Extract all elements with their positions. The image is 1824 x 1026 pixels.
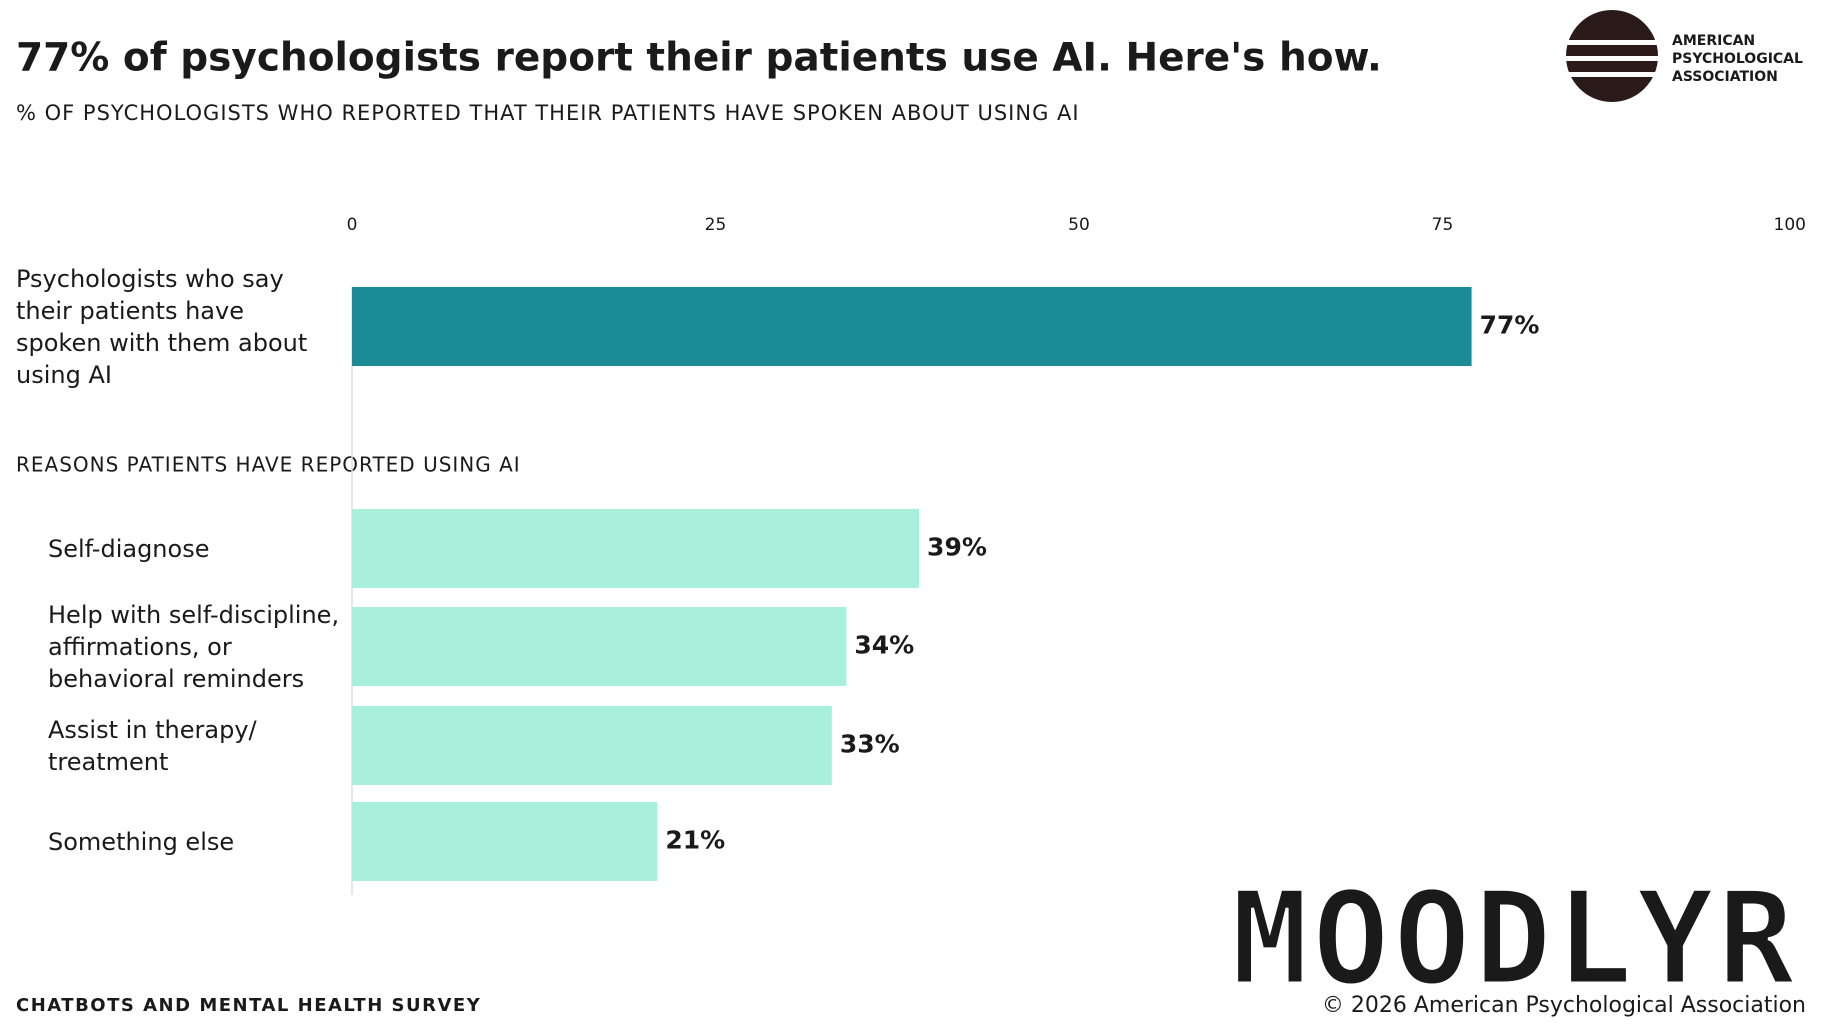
source: CHATBOTS AND MENTAL HEALTH SURVEY (16, 995, 481, 1016)
bar (352, 802, 658, 881)
bar (352, 287, 1472, 366)
x-tick-label: 50 (1068, 215, 1090, 235)
x-tick-label: 100 (1774, 215, 1806, 235)
x-tick-label: 0 (347, 215, 358, 235)
value-label: 34% (854, 631, 914, 660)
logo: AMERICAN PSYCHOLOGICAL ASSOCIATION (1564, 10, 1803, 102)
watermark: MOODLYR (1231, 865, 1798, 1014)
logo-text: PSYCHOLOGICAL (1672, 51, 1803, 67)
logo-text: AMERICAN (1672, 33, 1755, 49)
x-tick-label: 25 (705, 215, 727, 235)
category-label: Something else (48, 827, 235, 856)
value-label: 39% (927, 533, 987, 562)
section-title: REASONS PATIENTS HAVE REPORTED USING AI (16, 453, 521, 477)
category-label: Assist in therapy/ treatment (48, 715, 257, 776)
bar (352, 706, 832, 785)
chart-title: 77% of psychologists report their patien… (16, 36, 1382, 81)
logo-stripe (1564, 56, 1660, 61)
category-label: Self-diagnose (48, 534, 210, 563)
value-label: 33% (840, 730, 900, 759)
logo-stripe (1564, 72, 1660, 77)
copyright: © 2026 American Psychological Associatio… (1322, 993, 1806, 1018)
category-label: Help with self-discipline, affirmations,… (48, 600, 340, 693)
value-label: 21% (665, 826, 725, 855)
bar (352, 509, 920, 588)
category-label: Psychologists who say their patients hav… (16, 264, 308, 389)
logo-stripe (1564, 40, 1660, 45)
chart-subtitle: % OF PSYCHOLOGISTS WHO REPORTED THAT THE… (16, 101, 1080, 125)
value-label: 77% (1480, 311, 1540, 340)
bar (352, 607, 847, 686)
x-tick-label: 75 (1432, 215, 1454, 235)
logo-text: ASSOCIATION (1672, 69, 1778, 85)
